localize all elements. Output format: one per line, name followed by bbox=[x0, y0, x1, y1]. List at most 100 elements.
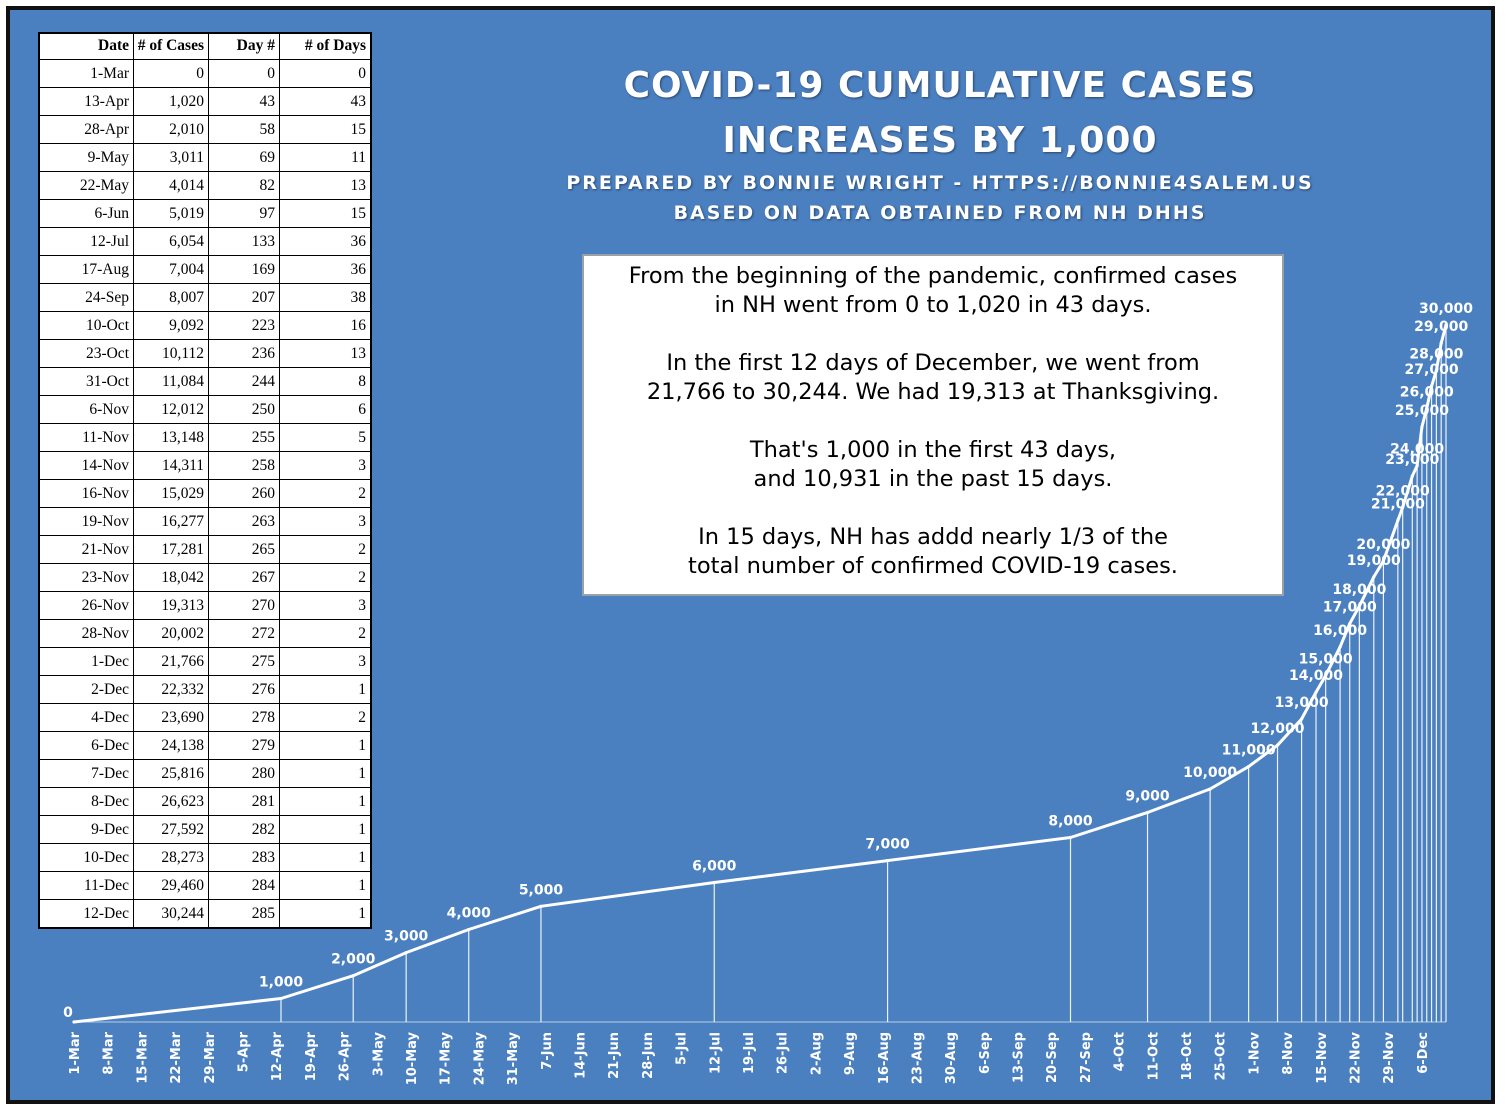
table-body: 1-Mar 0 0 0 13-Apr 1,020 43 43 28-Apr 2,010 58 15 9-… bbox=[39, 59, 371, 929]
table-row: 9-Dec 27,592 282 1 bbox=[39, 815, 371, 844]
cell-day-number: 255 bbox=[208, 423, 280, 452]
x-tick-label: 16-Aug bbox=[877, 1032, 892, 1084]
cell-num-days: 3 bbox=[279, 647, 371, 676]
cell-date: 11-Dec bbox=[39, 871, 134, 900]
data-point bbox=[1145, 810, 1150, 815]
cell-date: 24-Sep bbox=[39, 283, 134, 312]
note-paragraph-2: In the first 12 days of December, we wen… bbox=[646, 350, 1220, 405]
data-label: 3,000 bbox=[384, 929, 429, 945]
cell-num-days: 1 bbox=[279, 899, 371, 929]
cell-day-number: 284 bbox=[208, 871, 280, 900]
data-label: 4,000 bbox=[447, 905, 492, 921]
cell-day-number: 279 bbox=[208, 731, 280, 760]
data-table: Date # of Cases Day # # of Days 1-Mar 0 0 0… bbox=[38, 32, 372, 929]
data-point bbox=[1415, 464, 1419, 468]
cell-day-number: 69 bbox=[208, 143, 280, 172]
table-row: 28-Apr 2,010 58 15 bbox=[39, 115, 371, 144]
table-row: 12-Jul 6,054 133 36 bbox=[39, 227, 371, 256]
cell-date: 1-Mar bbox=[39, 59, 134, 88]
cell-cases: 20,002 bbox=[133, 619, 209, 648]
cell-cases: 5,019 bbox=[133, 199, 209, 228]
chart-subtitle-source: BASED ON DATA OBTAINED FROM NH DHHS bbox=[673, 202, 1207, 224]
cell-date: 12-Dec bbox=[39, 899, 134, 929]
cell-cases: 11,084 bbox=[133, 367, 209, 396]
data-point bbox=[1299, 717, 1304, 721]
data-label: 17,000 bbox=[1323, 600, 1377, 616]
x-tick-label: 15-Nov bbox=[1315, 1031, 1330, 1083]
cell-cases: 24,138 bbox=[133, 731, 209, 760]
cell-num-days: 2 bbox=[279, 619, 371, 648]
x-tick-label: 1-Nov bbox=[1247, 1031, 1262, 1074]
data-label: 0 bbox=[63, 1005, 73, 1021]
cell-day-number: 276 bbox=[208, 675, 280, 704]
cell-cases: 0 bbox=[133, 59, 209, 88]
cell-date: 2-Dec bbox=[39, 675, 134, 704]
data-label: 30,000 bbox=[1419, 301, 1473, 317]
data-point bbox=[279, 996, 283, 1001]
cell-date: 10-Oct bbox=[39, 311, 134, 340]
cell-date: 16-Nov bbox=[39, 479, 134, 508]
cell-date: 6-Nov bbox=[39, 395, 134, 424]
cell-cases: 12,012 bbox=[133, 395, 209, 424]
cell-date: 23-Oct bbox=[39, 339, 134, 368]
cell-cases: 30,244 bbox=[133, 899, 209, 929]
cell-num-days: 11 bbox=[279, 143, 371, 172]
header-cases: # of Cases bbox=[133, 33, 209, 60]
table-row: 9-May 3,011 69 11 bbox=[39, 143, 371, 172]
x-tick-label: 15-Mar bbox=[135, 1031, 150, 1083]
data-point bbox=[1425, 406, 1429, 411]
cell-date: 31-Oct bbox=[39, 367, 134, 396]
x-tick-label: 26-Jul bbox=[776, 1032, 791, 1074]
cell-cases: 19,313 bbox=[133, 591, 209, 620]
cell-cases: 18,042 bbox=[133, 563, 209, 592]
cell-date: 4-Dec bbox=[39, 703, 134, 732]
x-tick-label: 22-Nov bbox=[1349, 1031, 1364, 1083]
cell-date: 22-May bbox=[39, 171, 134, 200]
cell-date: 19-Nov bbox=[39, 507, 134, 536]
x-tick-label: 11-Oct bbox=[1146, 1032, 1161, 1080]
cell-num-days: 36 bbox=[279, 255, 371, 284]
cell-cases: 22,332 bbox=[133, 675, 209, 704]
table-row: 13-Apr 1,020 43 43 bbox=[39, 87, 371, 116]
cell-date: 21-Nov bbox=[39, 535, 134, 564]
note-paragraph-4: In 15 days, NH has addd nearly 1/3 of th… bbox=[688, 524, 1178, 579]
cell-day-number: 223 bbox=[208, 311, 280, 340]
x-tick-label: 29-Mar bbox=[203, 1031, 218, 1083]
cell-cases: 14,311 bbox=[133, 451, 209, 480]
cell-cases: 17,281 bbox=[133, 535, 209, 564]
x-tick-label: 28-Jun bbox=[641, 1032, 656, 1079]
cell-num-days: 1 bbox=[279, 675, 371, 704]
table-row: 21-Nov 17,281 265 2 bbox=[39, 535, 371, 564]
cell-date: 6-Jun bbox=[39, 199, 134, 228]
x-tick-label: 19-Jul bbox=[742, 1032, 757, 1074]
data-label: 1,000 bbox=[259, 974, 304, 990]
data-label: 27,000 bbox=[1405, 362, 1459, 378]
table-row: 22-May 4,014 82 13 bbox=[39, 171, 371, 200]
data-label: 25,000 bbox=[1395, 403, 1449, 419]
x-tick-label: 29-Nov bbox=[1382, 1031, 1397, 1083]
cell-num-days: 2 bbox=[279, 703, 371, 732]
cell-num-days: 5 bbox=[279, 423, 371, 452]
x-tick-label: 10-May bbox=[405, 1031, 420, 1085]
table-row: 14-Nov 14,311 258 3 bbox=[39, 451, 371, 480]
data-label: 22,000 bbox=[1376, 483, 1430, 499]
table-row: 1-Mar 0 0 0 bbox=[39, 59, 371, 88]
cell-date: 9-Dec bbox=[39, 815, 134, 844]
chart-plot: 0 1,000 2,000 3,000 4,000 5,000 6,000 7,000 8,00… bbox=[63, 301, 1473, 1085]
data-label: 9,000 bbox=[1125, 788, 1170, 804]
x-tick-label: 9-Aug bbox=[843, 1032, 858, 1075]
cell-date: 28-Apr bbox=[39, 115, 134, 144]
cell-date: 1-Dec bbox=[39, 647, 134, 676]
cell-date: 23-Nov bbox=[39, 563, 134, 592]
table-row: 7-Dec 25,816 280 1 bbox=[39, 759, 371, 788]
cell-num-days: 6 bbox=[279, 395, 371, 424]
cell-day-number: 250 bbox=[208, 395, 280, 424]
cell-num-days: 15 bbox=[279, 115, 371, 144]
x-tick-label: 6-Dec bbox=[1416, 1032, 1431, 1074]
cell-cases: 27,592 bbox=[133, 815, 209, 844]
x-tick-label: 8-Mar bbox=[102, 1031, 117, 1074]
x-tick-label: 19-Apr bbox=[304, 1031, 319, 1081]
data-point bbox=[1420, 425, 1424, 429]
cell-day-number: 260 bbox=[208, 479, 280, 508]
data-label: 20,000 bbox=[1356, 537, 1410, 553]
